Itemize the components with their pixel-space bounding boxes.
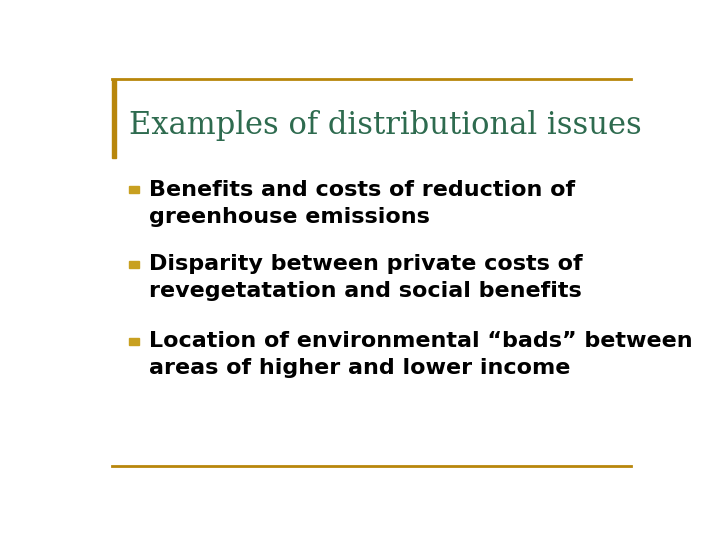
Bar: [112, 79, 116, 158]
Text: greenhouse emissions: greenhouse emissions: [148, 207, 429, 227]
Bar: [129, 338, 139, 345]
Bar: [129, 186, 139, 193]
Text: areas of higher and lower income: areas of higher and lower income: [148, 359, 570, 379]
Text: Examples of distributional issues: Examples of distributional issues: [129, 110, 642, 140]
Text: Disparity between private costs of: Disparity between private costs of: [148, 254, 582, 274]
Text: Benefits and costs of reduction of: Benefits and costs of reduction of: [148, 179, 575, 200]
Text: revegetatation and social benefits: revegetatation and social benefits: [148, 281, 581, 301]
Text: Location of environmental “bads” between: Location of environmental “bads” between: [148, 332, 692, 352]
Bar: [129, 261, 139, 268]
